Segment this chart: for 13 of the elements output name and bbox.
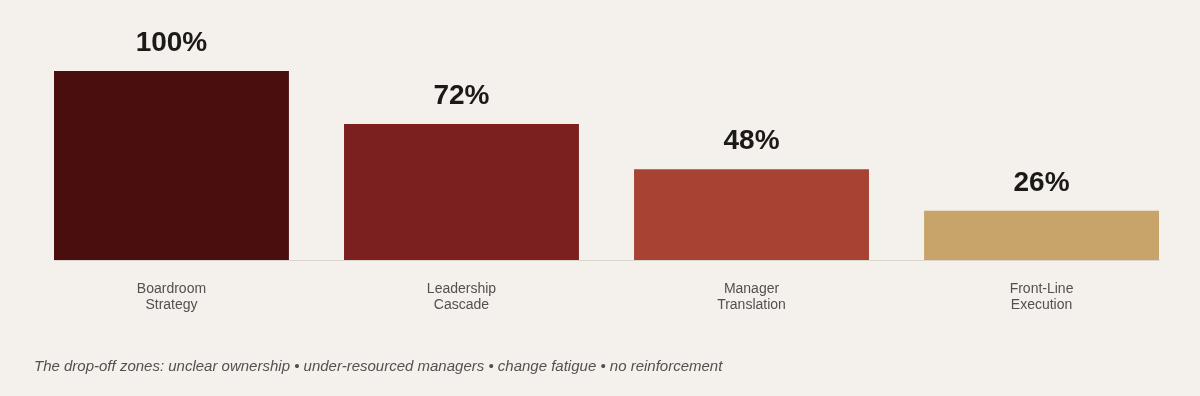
bar [634,169,869,260]
x-tick-label: Front-Line Execution [1009,279,1074,312]
bar [924,210,1159,260]
text: The drop-off zones: unclear ownership • under-resourced managers • change fatigue • no reinforcement [34,357,724,374]
data-label: 72% [433,78,490,110]
bar [344,123,579,260]
data-label: 48% [723,124,780,156]
data-label: 100% [135,26,208,57]
x-tick-label: Manager Translation [717,279,786,312]
data-label: 26% [1013,165,1070,197]
bar [54,71,289,260]
x-tick-label: Leadership Cascade [426,279,497,312]
x-tick-label: Boardroom Strategy [136,279,207,312]
